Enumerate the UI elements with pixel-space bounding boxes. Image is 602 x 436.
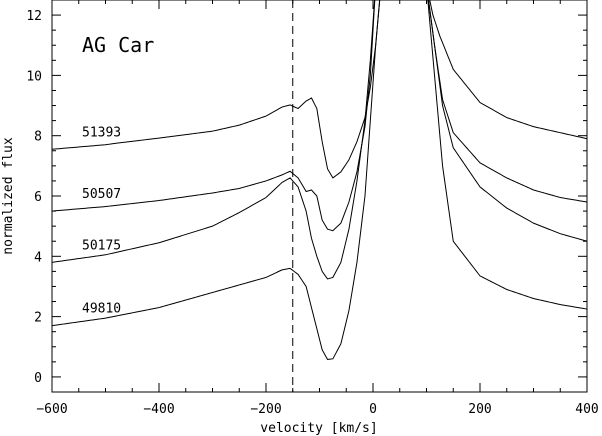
y-tick-label: 8 [34,130,42,145]
series-label-layer: 51393 50507 50175 49810 [82,125,121,316]
y-tick-label: 10 [26,69,42,84]
x-tick-label: 400 [575,402,598,417]
x-axis-label: velocity [km/s] [260,421,377,436]
series-label-51393: 51393 [82,125,121,140]
y-tick-label: 0 [34,371,42,386]
y-tick-label: 2 [34,311,42,326]
y-tick-label: 12 [26,9,42,24]
series-label-50507: 50507 [82,187,121,202]
plot-frame [51,0,588,393]
series-line-51393 [52,0,587,179]
x-tick-label: 200 [468,402,491,417]
series-layer [52,0,587,360]
y-tick-label: 6 [34,190,42,205]
x-tick-label: −200 [250,402,281,417]
series-line-50175 [52,0,587,280]
y-axis-label: normalized flux [1,137,16,255]
chart-title: AG Car [82,33,154,57]
series-line-49810 [52,0,587,360]
y-tick-label: 4 [34,250,42,265]
tick-layer: −600 −400 −200 0 200 400 0 2 4 6 8 10 12 [26,0,599,417]
series-label-49810: 49810 [82,302,121,317]
x-tick-label: 0 [369,402,377,417]
series-label-50175: 50175 [82,238,121,253]
series-line-50507 [52,0,587,232]
x-tick-label: −400 [143,402,174,417]
x-tick-label: −600 [36,402,67,417]
